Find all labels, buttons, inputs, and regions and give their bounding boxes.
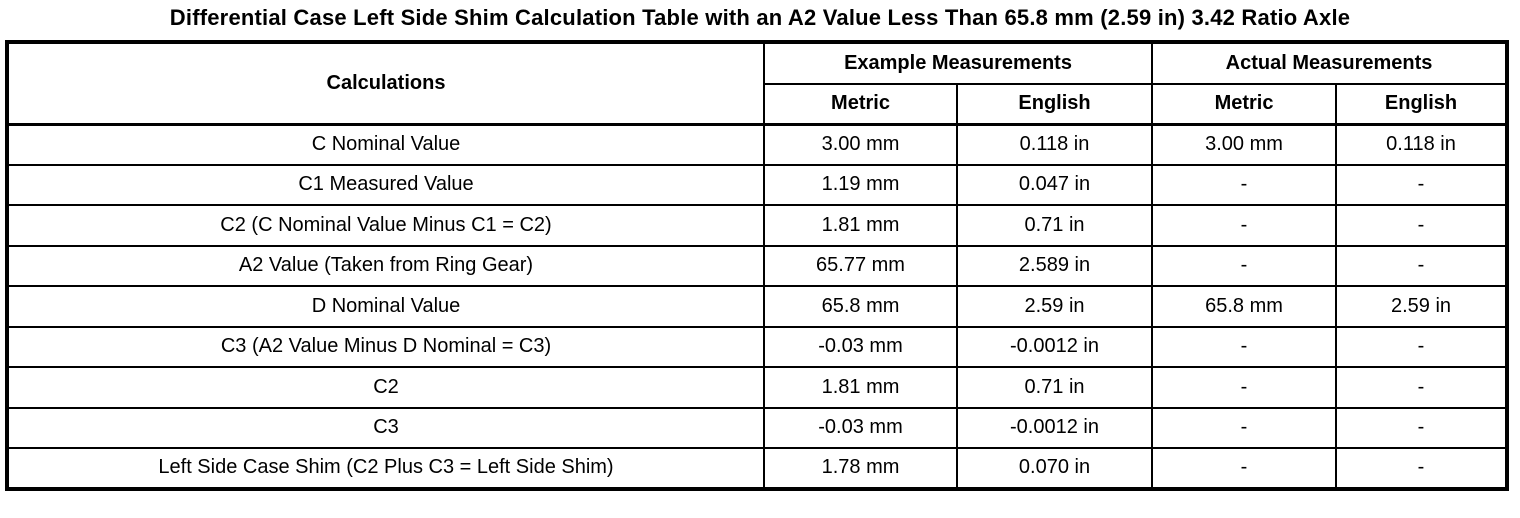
actual-metric-cell: 3.00 mm (1151, 122, 1338, 166)
example-measurements-header: Example Measurements (762, 41, 1154, 85)
table-row: C3 (A2 Value Minus D Nominal = C3) -0.03… (6, 325, 1509, 368)
example-english-cell: -0.0012 in (955, 325, 1154, 368)
example-english-cell: 0.070 in (955, 447, 1154, 490)
actual-english-cell: - (1335, 447, 1509, 490)
table-row: C1 Measured Value 1.19 mm 0.047 in - - (6, 163, 1509, 206)
actual-metric-cell: - (1151, 204, 1338, 247)
actual-english-cell: 0.118 in (1335, 122, 1509, 166)
example-metric-cell: 1.81 mm (763, 366, 958, 409)
actual-metric-cell: 65.8 mm (1151, 285, 1338, 328)
actual-metric-cell: - (1151, 406, 1338, 449)
table-row: A2 Value (Taken from Ring Gear) 65.77 mm… (6, 244, 1509, 287)
calculation-cell: C2 (6, 366, 765, 409)
example-metric-cell: -0.03 mm (763, 325, 958, 368)
example-english-cell: 2.589 in (955, 244, 1154, 287)
calculation-cell: D Nominal Value (6, 285, 765, 328)
table-row: Left Side Case Shim (C2 Plus C3 = Left S… (6, 447, 1509, 490)
calculation-cell: Left Side Case Shim (C2 Plus C3 = Left S… (6, 447, 765, 490)
example-english-cell: 0.047 in (955, 163, 1154, 206)
actual-english-cell: - (1335, 406, 1509, 449)
table-body: C Nominal Value 3.00 mm 0.118 in 3.00 mm… (6, 122, 1509, 490)
example-english-cell: -0.0012 in (955, 406, 1154, 449)
calculation-cell: C3 (A2 Value Minus D Nominal = C3) (6, 325, 765, 368)
actual-english-header: English (1335, 83, 1509, 125)
actual-english-cell: - (1335, 204, 1509, 247)
actual-english-cell: - (1335, 163, 1509, 206)
actual-english-cell: - (1335, 325, 1509, 368)
shim-calculation-table: Calculations Example Measurements Actual… (5, 40, 1510, 491)
table-title: Differential Case Left Side Shim Calcula… (169, 5, 1351, 30)
example-metric-cell: 1.19 mm (763, 163, 958, 206)
table-header: Calculations Example Measurements Actual… (6, 41, 1509, 125)
actual-metric-cell: - (1151, 366, 1338, 409)
example-metric-cell: 65.8 mm (763, 285, 958, 328)
table-row: C Nominal Value 3.00 mm 0.118 in 3.00 mm… (6, 122, 1509, 166)
actual-metric-cell: - (1151, 325, 1338, 368)
actual-metric-cell: - (1151, 163, 1338, 206)
actual-measurements-header: Actual Measurements (1151, 41, 1509, 85)
actual-english-cell: 2.59 in (1335, 285, 1509, 328)
actual-english-cell: - (1335, 244, 1509, 287)
calculation-cell: A2 Value (Taken from Ring Gear) (6, 244, 765, 287)
example-metric-cell: 3.00 mm (763, 122, 958, 166)
table-row: C2 (C Nominal Value Minus C1 = C2) 1.81 … (6, 204, 1509, 247)
calculation-cell: C1 Measured Value (6, 163, 765, 206)
example-metric-header: Metric (763, 83, 958, 125)
table-row: D Nominal Value 65.8 mm 2.59 in 65.8 mm … (6, 285, 1509, 328)
example-metric-cell: -0.03 mm (763, 406, 958, 449)
example-english-cell: 2.59 in (955, 285, 1154, 328)
actual-metric-header: Metric (1151, 83, 1338, 125)
example-english-cell: 0.71 in (955, 204, 1154, 247)
calculation-cell: C2 (C Nominal Value Minus C1 = C2) (6, 204, 765, 247)
calculation-cell: C Nominal Value (6, 122, 765, 166)
unit-header-row: Metric English Metric English (7, 83, 1509, 125)
group-header-row: Calculations Example Measurements Actual… (6, 41, 1509, 125)
example-metric-cell: 1.78 mm (763, 447, 958, 490)
actual-english-cell: - (1335, 366, 1509, 409)
actual-metric-cell: - (1151, 447, 1338, 490)
calculations-column-header: Calculations (6, 41, 765, 125)
table-row: C3 -0.03 mm -0.0012 in - - (6, 406, 1509, 449)
example-english-cell: 0.71 in (955, 366, 1154, 409)
calculation-cell: C3 (6, 406, 765, 449)
example-english-header: English (955, 83, 1154, 125)
actual-metric-cell: - (1151, 244, 1338, 287)
example-english-cell: 0.118 in (955, 122, 1154, 166)
example-metric-cell: 1.81 mm (763, 204, 958, 247)
table-row: C2 1.81 mm 0.71 in - - (6, 366, 1509, 409)
example-metric-cell: 65.77 mm (763, 244, 958, 287)
